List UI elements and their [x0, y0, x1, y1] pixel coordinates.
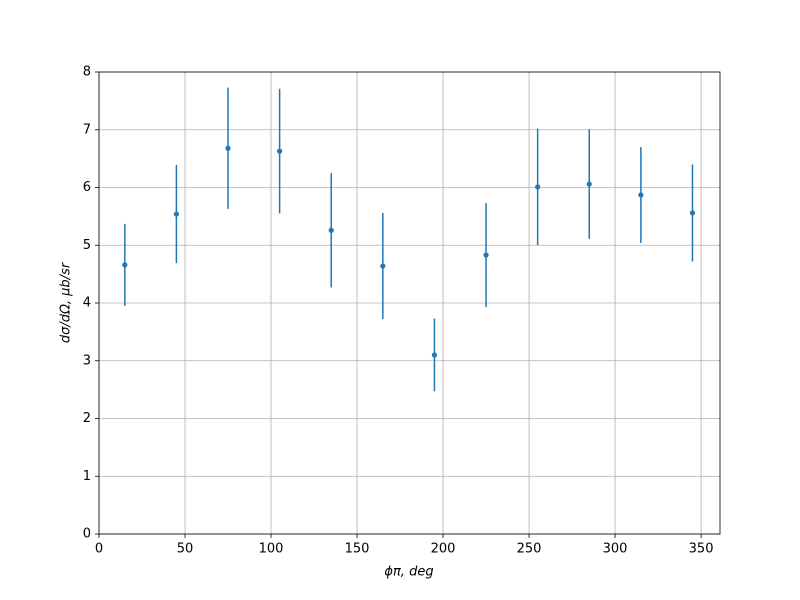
- data-point: [328, 227, 334, 233]
- x-tick-label: 50: [177, 542, 194, 557]
- data-point: [689, 210, 696, 216]
- x-tick-label: 250: [517, 542, 542, 557]
- y-tick-label: 2: [83, 411, 91, 426]
- x-tick-label: 300: [603, 542, 628, 557]
- data-point: [483, 252, 489, 258]
- y-tick-label: 7: [83, 122, 91, 137]
- data-point: [173, 211, 180, 217]
- data-point: [277, 148, 283, 154]
- data-point: [122, 262, 128, 268]
- y-tick-label: 0: [83, 527, 91, 542]
- y-tick-label: 4: [83, 296, 91, 311]
- y-tick-label: 1: [83, 469, 91, 484]
- data-point: [586, 181, 592, 187]
- x-tick-label: 150: [345, 542, 370, 557]
- data-point: [380, 263, 386, 269]
- y-tick-label: 8: [83, 65, 91, 80]
- plot-frame: [98, 71, 721, 535]
- data-point: [638, 192, 644, 198]
- y-tick-label: 5: [83, 238, 91, 253]
- data-point: [225, 145, 231, 151]
- y-tick-label: 6: [83, 180, 91, 195]
- y-tick-label: 3: [83, 353, 91, 368]
- data-point: [535, 184, 541, 190]
- y-axis-label: dσ/dΩ, μb/sr: [59, 261, 74, 343]
- data-point: [431, 352, 438, 358]
- x-tick-label: 350: [689, 542, 714, 557]
- x-tick-label: 0: [95, 542, 103, 557]
- x-tick-label: 200: [431, 542, 456, 557]
- x-tick-label: 100: [259, 542, 284, 557]
- x-axis-label: ϕπ, deg: [384, 565, 433, 580]
